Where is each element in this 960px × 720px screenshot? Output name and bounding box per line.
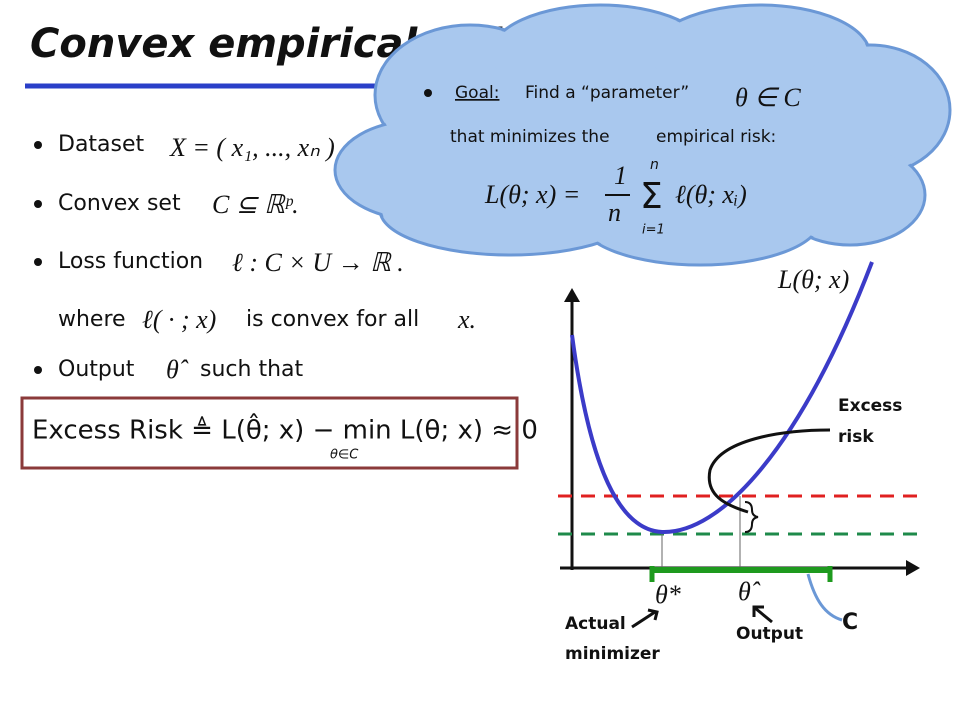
formula: Σ (640, 176, 663, 217)
bullet-label: where (58, 307, 126, 332)
bullet-dot (34, 258, 42, 266)
math: C ⊆ ℝᵖ. (212, 190, 299, 219)
theta-hat: θ̂ (738, 577, 761, 606)
curve-label: L(θ; x) (777, 265, 849, 294)
bullet-dot (34, 366, 42, 374)
actual-label: minimizer (565, 644, 660, 664)
bullet-label: Output (58, 357, 135, 382)
formula: 1 (614, 161, 627, 190)
formula: n (608, 198, 621, 227)
cloud-highlight: empirical risk: (656, 127, 776, 147)
goal-label: Goal: (455, 83, 499, 103)
formula: L(θ; x) = (484, 180, 580, 209)
math: ℓ( · ; x) (142, 305, 216, 334)
goal-math: θ ∈ C (735, 83, 801, 112)
theta-star: θ* (655, 580, 681, 609)
cloud-text: that minimizes the (450, 127, 610, 147)
actual-label: Actual (565, 614, 626, 634)
set-label: C (842, 610, 858, 635)
bullet-dot (34, 200, 42, 208)
graph: L(θ; x) Excess risk θ* θ̂ Actual minimiz… (558, 261, 920, 664)
cloud: Goal: Find a “parameter” θ ∈ C that mini… (333, 3, 952, 267)
bullets: Dataset X = ( x₁, ..., xₙ ) Convex set C… (34, 132, 476, 384)
math: ℓ : C × U → ℝ . (232, 248, 404, 277)
bullet-label: Convex set (58, 191, 181, 216)
excess-risk-subscript: θ∈C (330, 448, 359, 463)
bullet-dot (34, 141, 42, 149)
bullet-text: is convex for all (246, 307, 419, 332)
bullet-label: Dataset (58, 132, 145, 157)
excess-label: risk (838, 427, 874, 447)
formula: i=1 (642, 223, 665, 238)
formula: n (650, 157, 659, 173)
math: x. (457, 305, 476, 334)
math: X = ( x₁, ..., xₙ ) (169, 133, 335, 162)
output-label: Output (736, 624, 803, 644)
math: θ̂ (166, 355, 189, 384)
bullet-label: Loss function (58, 249, 203, 274)
excess-label: Excess (838, 396, 902, 416)
excess-risk-box (20, 396, 519, 470)
formula: ℓ(θ; xᵢ) (675, 180, 747, 209)
goal-text: Find a “parameter” (525, 83, 689, 103)
bullet-text: such that (200, 357, 303, 382)
excess-risk-formula: Excess Risk ≜ L(θ̂; x) − min L(θ; x) ≈ 0 (32, 412, 538, 446)
